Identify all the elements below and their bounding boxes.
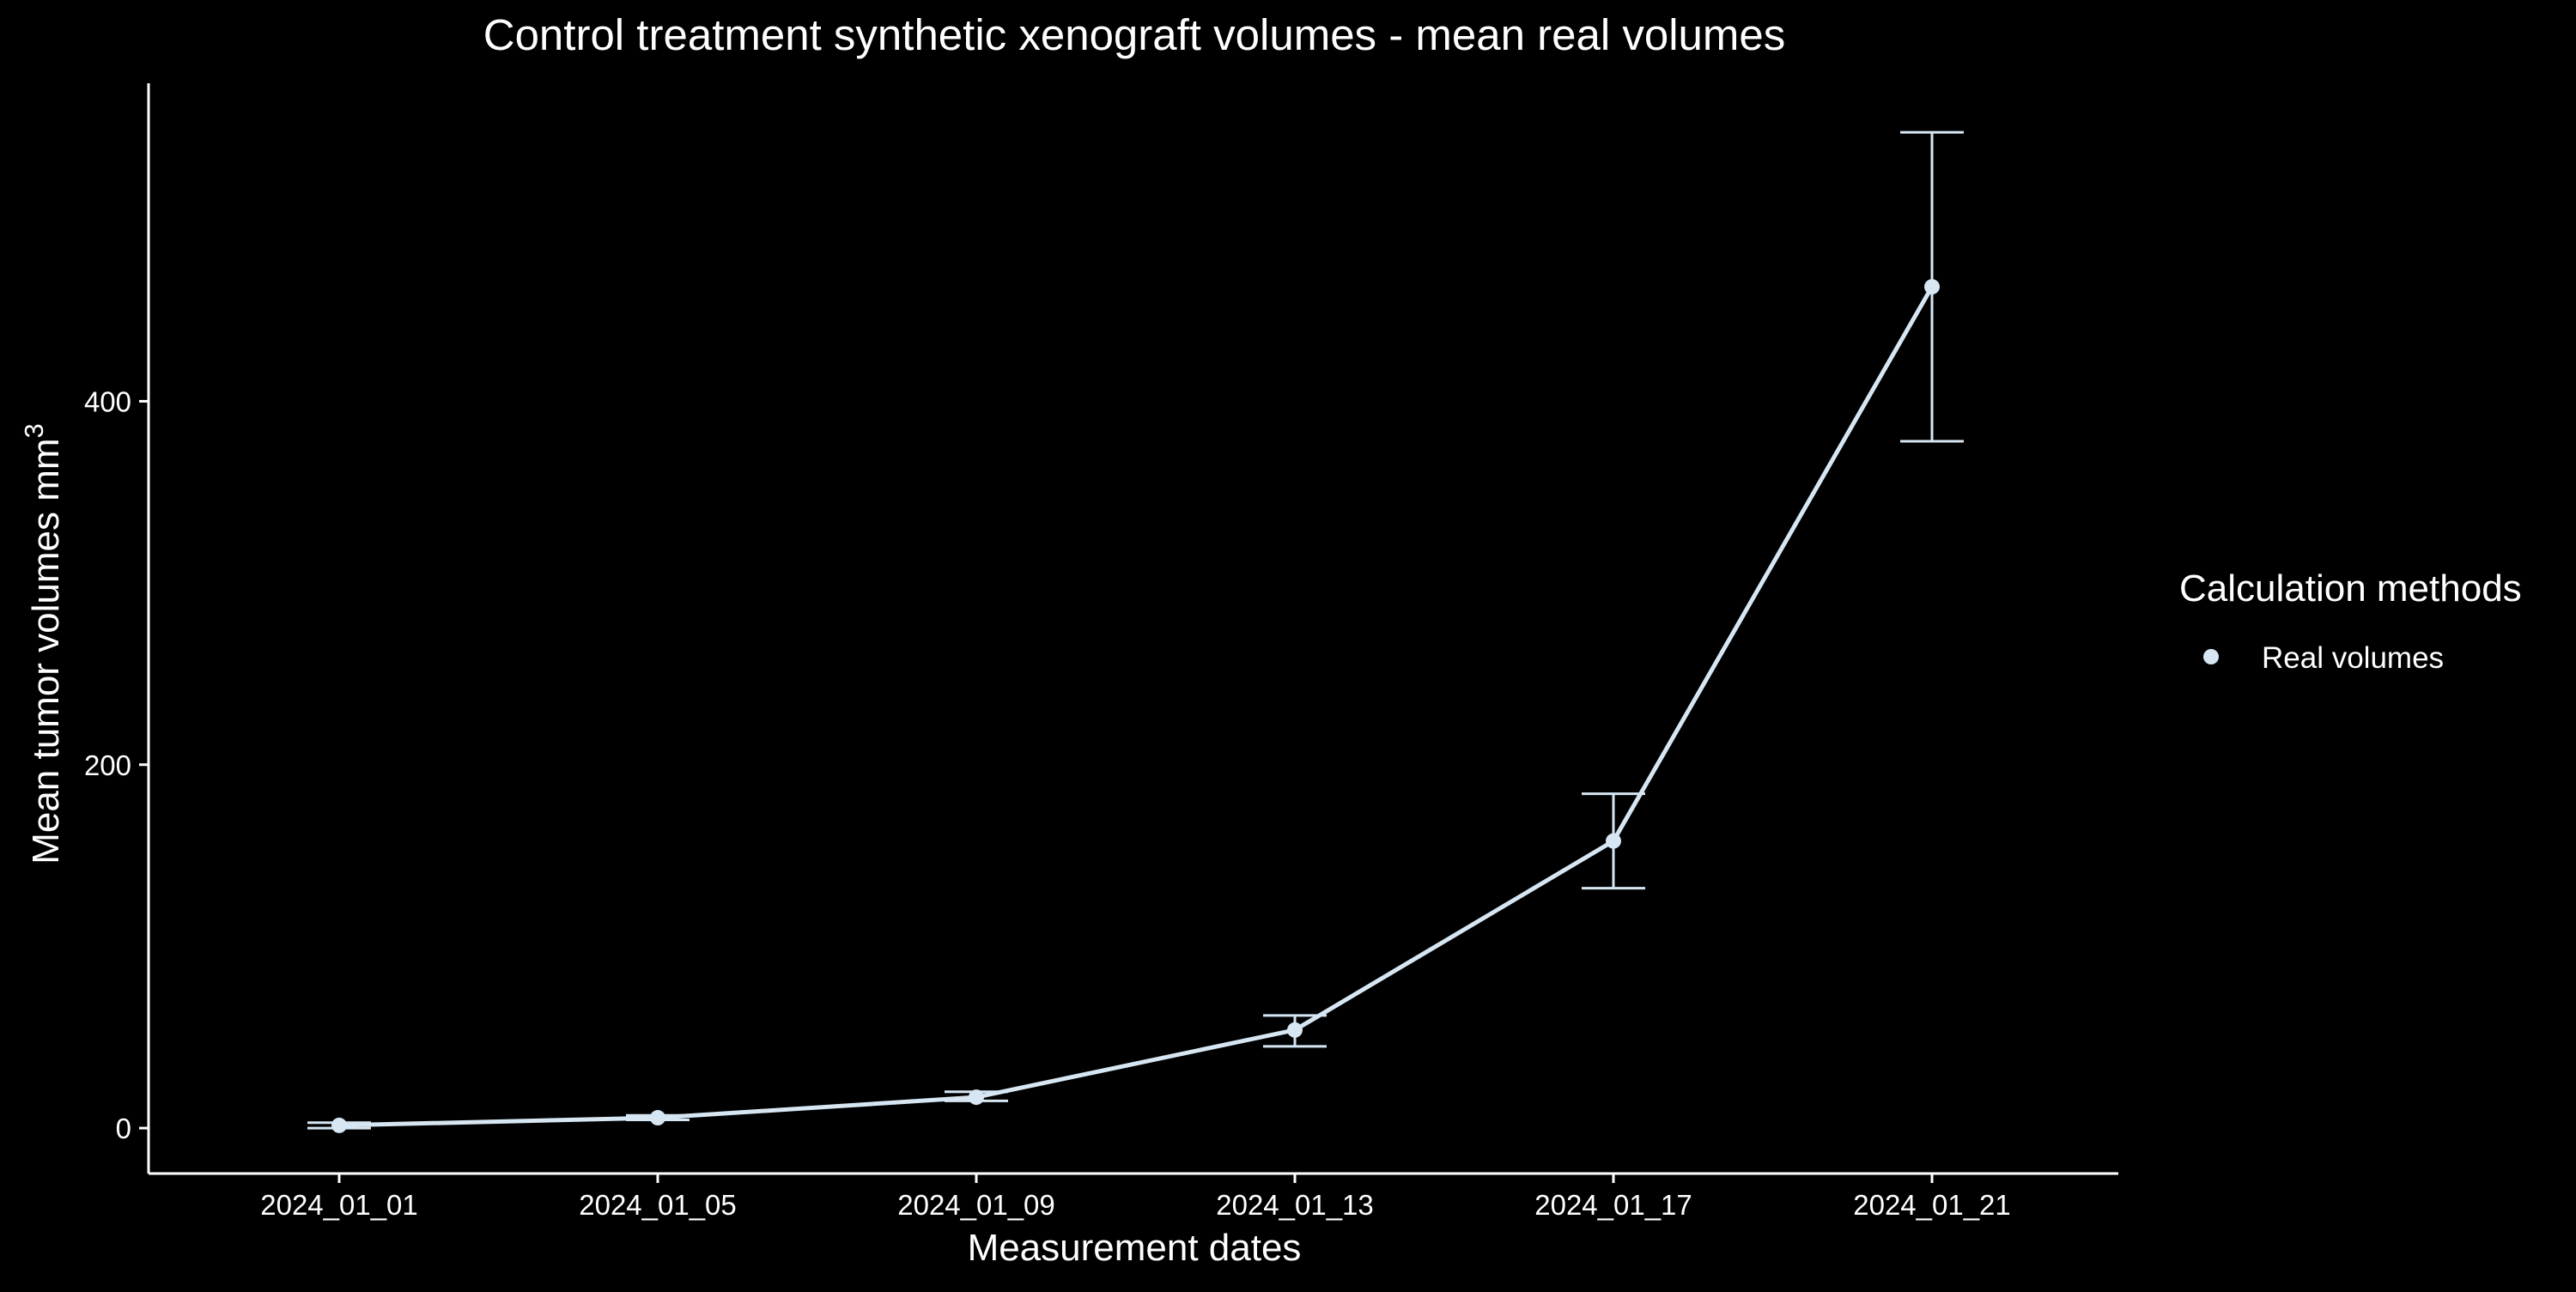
data-point	[1287, 1022, 1303, 1038]
x-axis-title: Measurement dates	[968, 1227, 1302, 1269]
y-axis-title: Mean tumor volumes mm3	[19, 423, 67, 864]
series-layer	[307, 130, 1964, 1133]
y-axis-title-text: Mean tumor volumes mm	[25, 438, 67, 864]
x-tick-label: 2024_01_13	[1216, 1189, 1374, 1221]
y-tick-label: 0	[116, 1113, 131, 1144]
legend-title: Calculation methods	[2179, 567, 2522, 610]
data-point	[969, 1089, 984, 1106]
data-point	[1924, 279, 1940, 295]
series-line	[338, 285, 1935, 1128]
y-axis-ticks: 0 200 400	[84, 385, 149, 1144]
y-tick-label: 200	[84, 749, 131, 781]
axes	[147, 83, 2118, 1175]
legend-label-real-volumes: Real volumes	[2262, 641, 2444, 675]
x-tick-label: 2024_01_05	[579, 1189, 737, 1221]
data-point	[331, 1117, 347, 1133]
data-point	[650, 1110, 665, 1126]
x-tick-label: 2024_01_17	[1534, 1189, 1692, 1221]
y-tick-label: 400	[84, 385, 131, 417]
data-point	[1606, 833, 1621, 849]
legend-key-real-volumes	[2203, 649, 2219, 664]
x-tick-label: 2024_01_01	[260, 1189, 418, 1221]
x-tick-label: 2024_01_21	[1853, 1189, 2011, 1221]
y-axis-title-superscript: 3	[19, 423, 49, 438]
legend: Calculation methods Real volumes	[2179, 567, 2522, 675]
x-tick-label: 2024_01_09	[897, 1189, 1055, 1221]
chart-title: Control treatment synthetic xenograft vo…	[483, 10, 1786, 59]
x-axis-ticks: 2024_01_01 2024_01_05 2024_01_09 2024_01_13…	[260, 1174, 2011, 1221]
